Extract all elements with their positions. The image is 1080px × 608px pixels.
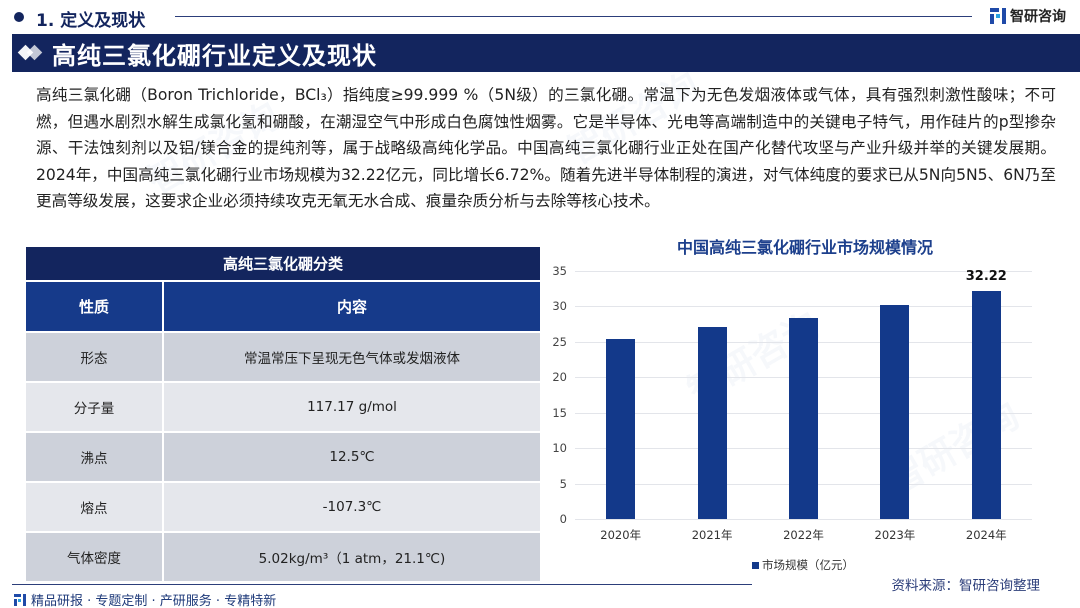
brand: 智研咨询 <box>990 6 1066 26</box>
property-cell: 分子量 <box>26 383 164 431</box>
bar <box>880 305 910 519</box>
gridline <box>575 271 1032 272</box>
x-tick-label: 2020年 <box>600 528 642 542</box>
table-header-row: 性质 内容 <box>26 282 540 331</box>
diamond-icon <box>17 44 46 61</box>
x-tick-label: 2021年 <box>691 528 733 542</box>
market-size-chart: 中国高纯三氯化硼行业市场规模情况 0 5 10 15 20 25 30 35 2020年 2021… <box>540 228 1080 578</box>
bar <box>606 339 636 519</box>
table-row: 分子量 117.17 g/mol <box>26 381 540 431</box>
y-tick-label: 30 <box>552 299 567 314</box>
bar-value-label: 32.22 <box>965 268 1007 284</box>
property-cell: 气体密度 <box>26 533 164 581</box>
property-cell: 形态 <box>26 333 164 381</box>
content-cell: 常温常压下呈现无色气体或发烟液体 <box>244 351 460 367</box>
content-cell: 5.02kg/m³（1 atm，21.1℃) <box>258 551 446 567</box>
y-tick-label: 15 <box>552 405 567 420</box>
brand-name: 智研咨询 <box>1010 9 1066 25</box>
footer: 精品研报 · 专题定制 · 产研服务 · 专精特新 <box>14 590 276 608</box>
property-cell: 熔点 <box>26 483 164 531</box>
bar <box>697 326 727 519</box>
gridline <box>575 519 1032 520</box>
y-tick-label: 10 <box>552 441 567 456</box>
bullet-icon <box>14 12 24 22</box>
page-title: 高纯三氯化硼行业定义及现状 <box>52 41 377 70</box>
legend-label: 市场规模（亿元） <box>762 558 854 572</box>
header-property: 性质 <box>26 282 164 331</box>
table-row: 形态 常温常压下呈现无色气体或发烟液体 <box>26 331 540 381</box>
x-tick-label: 2024年 <box>965 528 1007 542</box>
table-row: 气体密度 5.02kg/m³（1 atm，21.1℃) <box>26 531 540 581</box>
content-cell: 12.5℃ <box>329 449 375 465</box>
y-tick-label: 20 <box>552 370 567 385</box>
bar <box>971 290 1001 519</box>
content-cell: 117.17 g/mol <box>307 399 397 415</box>
properties-table: 高纯三氯化硼分类 性质 内容 形态 常温常压下呈现无色气体或发烟液体 分子量 1… <box>26 247 540 581</box>
footer-logo-icon <box>14 593 26 606</box>
y-tick-label: 35 <box>552 264 567 278</box>
chart-legend: 市场规模（亿元） <box>752 557 854 573</box>
header-rule <box>175 16 972 17</box>
table-row: 沸点 12.5℃ <box>26 431 540 481</box>
footer-rule <box>12 584 752 585</box>
header-content: 内容 <box>336 298 367 316</box>
y-tick-label: 5 <box>559 476 567 491</box>
x-tick-label: 2022年 <box>783 528 824 542</box>
table-title: 高纯三氯化硼分类 <box>26 247 540 280</box>
plot-area: 0 5 10 15 20 25 30 35 2020年 2021年 2022年 2023年 2024年 3… <box>552 264 1032 542</box>
chart-title: 中国高纯三氯化硼行业市场规模情况 <box>676 238 933 257</box>
source-note: 资料来源：智研咨询整理 <box>891 578 1041 594</box>
intro-paragraph: 高纯三氯化硼（Boron Trichloride，BCl₃）指纯度≥99.999… <box>36 86 1056 210</box>
y-tick-label: 0 <box>559 512 567 526</box>
legend-swatch <box>752 561 759 569</box>
gridline <box>575 306 1032 308</box>
title-banner: 高纯三氯化硼行业定义及现状 <box>12 34 1080 72</box>
property-cell: 沸点 <box>26 433 164 481</box>
x-tick-label: 2023年 <box>874 528 916 542</box>
brand-logo-icon <box>990 8 1006 24</box>
section-heading: 1. 定义及现状 <box>36 11 146 31</box>
top-bar: 1. 定义及现状 智研咨询 <box>0 0 1080 34</box>
bar <box>789 317 818 519</box>
y-tick-label: 25 <box>552 334 567 349</box>
table-row: 熔点 -107.3℃ <box>26 481 540 531</box>
footer-tagline: 精品研报 · 专题定制 · 产研服务 · 专精特新 <box>31 594 277 608</box>
content-cell: -107.3℃ <box>322 499 382 515</box>
